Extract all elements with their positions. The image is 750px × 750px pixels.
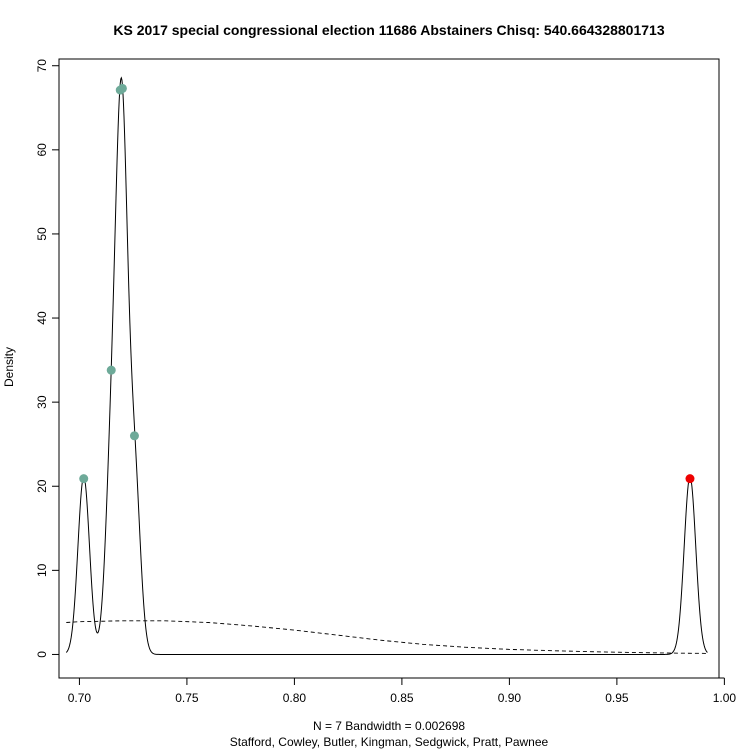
density-curve — [65, 76, 708, 655]
y-tick-label: 50 — [35, 227, 49, 241]
data-point — [129, 431, 139, 441]
y-tick-label: 40 — [35, 311, 49, 325]
data-point — [79, 474, 89, 484]
reference-density-curve — [66, 620, 708, 654]
plot-area — [58, 58, 720, 679]
x-tick-label: 0.95 — [605, 691, 629, 705]
x-tick-label: 1.00 — [713, 691, 737, 705]
data-point — [685, 474, 695, 484]
x-tick-label: 0.90 — [498, 691, 522, 705]
chart-title: KS 2017 special congressional election 1… — [113, 22, 664, 38]
y-tick-label: 0 — [35, 651, 49, 658]
data-point — [106, 365, 116, 375]
x-tick-label: 0.80 — [283, 691, 307, 705]
y-axis-label: Density — [2, 347, 16, 387]
x-axis-sublabel: Stafford, Cowley, Butler, Kingman, Sedgw… — [230, 735, 549, 749]
x-axis-label: N = 7 Bandwidth = 0.002698 — [313, 719, 465, 733]
data-point — [117, 83, 127, 93]
y-axis: 0 10 20 30 40 50 60 70 — [35, 59, 60, 658]
plot-frame — [58, 58, 720, 679]
x-tick-label: 0.70 — [68, 691, 92, 705]
y-tick-label: 70 — [35, 59, 49, 73]
y-tick-label: 10 — [35, 563, 49, 577]
x-axis: 0.70 0.75 0.80 0.85 0.90 0.95 1.00 — [68, 677, 737, 705]
x-tick-label: 0.85 — [390, 691, 414, 705]
y-tick-label: 60 — [35, 143, 49, 157]
y-tick-label: 20 — [35, 479, 49, 493]
x-tick-label: 0.75 — [175, 691, 199, 705]
y-tick-label: 30 — [35, 395, 49, 409]
